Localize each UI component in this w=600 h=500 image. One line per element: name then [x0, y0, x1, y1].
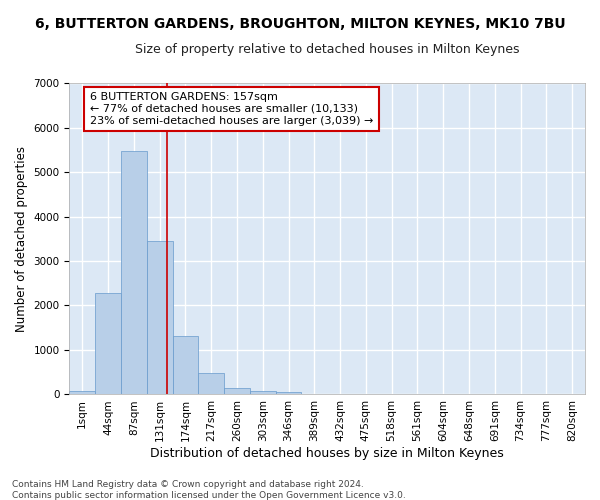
Text: 6 BUTTERTON GARDENS: 157sqm
← 77% of detached houses are smaller (10,133)
23% of: 6 BUTTERTON GARDENS: 157sqm ← 77% of det…	[90, 92, 373, 126]
Bar	[275, 392, 301, 394]
Bar	[224, 388, 250, 394]
Title: Size of property relative to detached houses in Milton Keynes: Size of property relative to detached ho…	[135, 42, 520, 56]
Bar	[121, 150, 147, 394]
Text: 6, BUTTERTON GARDENS, BROUGHTON, MILTON KEYNES, MK10 7BU: 6, BUTTERTON GARDENS, BROUGHTON, MILTON …	[35, 18, 565, 32]
Bar	[70, 391, 95, 394]
Bar	[250, 390, 275, 394]
Bar	[95, 294, 121, 394]
Y-axis label: Number of detached properties: Number of detached properties	[15, 146, 28, 332]
Bar	[199, 373, 224, 394]
Bar	[173, 336, 199, 394]
Text: Contains HM Land Registry data © Crown copyright and database right 2024.
Contai: Contains HM Land Registry data © Crown c…	[12, 480, 406, 500]
X-axis label: Distribution of detached houses by size in Milton Keynes: Distribution of detached houses by size …	[151, 447, 504, 460]
Bar	[147, 241, 173, 394]
